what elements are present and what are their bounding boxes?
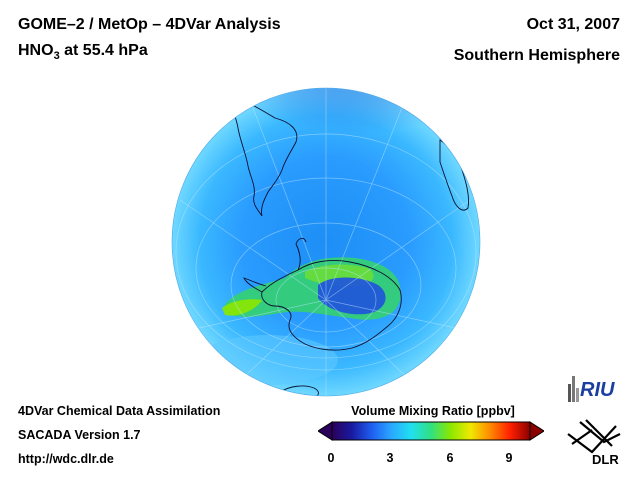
north-low-region — [190, 88, 480, 190]
south-america-coast — [231, 95, 298, 217]
colorbar-tick: 9 — [505, 451, 513, 465]
colorbar-low-arrow — [318, 421, 333, 441]
colorbar — [318, 421, 544, 441]
antarctic-peninsula — [243, 277, 267, 293]
title-line-2: HNO3 at 55.4 hPa — [18, 42, 148, 62]
colorbar-tick: 3 — [386, 451, 394, 465]
colorbar-high-arrow — [529, 421, 544, 441]
colorbar-tick: 6 — [446, 451, 454, 465]
dlr-logo: DLR — [567, 419, 621, 467]
footer-line-2: SACADA Version 1.7 — [18, 428, 141, 442]
species-subscript: 3 — [53, 50, 60, 63]
globe-outline — [171, 87, 481, 397]
colorbar-title: Volume Mixing Ratio [ppbv] — [351, 404, 515, 418]
antarctica-coast — [261, 259, 402, 351]
species-name: HNO — [18, 42, 54, 59]
colorbar-tick: 0 — [327, 451, 335, 465]
riu-logo: RIU — [568, 376, 615, 402]
vortex-core — [318, 277, 386, 315]
date-label: Oct 31, 2007 — [526, 16, 620, 33]
riu-logo-text: RIU — [580, 379, 615, 401]
hemisphere-label: Southern Hemisphere — [453, 47, 620, 64]
high-hno3-patch — [222, 299, 262, 316]
weddell-detail — [295, 237, 307, 271]
coastlines — [231, 95, 469, 396]
dlr-logo-text: DLR — [592, 452, 619, 467]
light-blue-region — [198, 335, 338, 385]
footer-url: http://wdc.dlr.de — [18, 452, 114, 466]
pressure-level: at 55.4 hPa — [59, 42, 148, 59]
australia-coast — [279, 385, 319, 396]
title-line-1: GOME–2 / MetOp – 4DVar Analysis — [18, 16, 281, 33]
colorbar-gradient — [331, 421, 531, 441]
footer-line-1: 4DVar Chemical Data Assimilation — [18, 404, 221, 418]
